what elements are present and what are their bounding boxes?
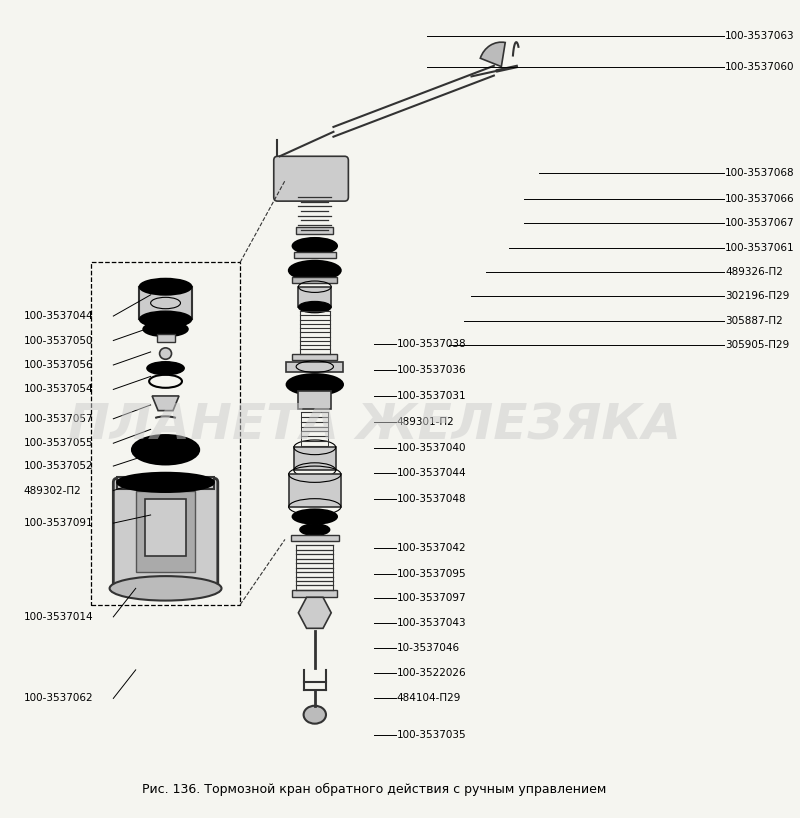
Text: 100-3537055: 100-3537055 (24, 438, 94, 448)
Bar (117, 477, 214, 489)
Bar (289, 474, 341, 507)
Text: 302196-П29: 302196-П29 (726, 291, 790, 302)
Bar (298, 391, 331, 409)
FancyBboxPatch shape (114, 479, 218, 592)
Text: 100-3537052: 100-3537052 (24, 461, 94, 471)
Text: ПЛАНЕТА ЖЕЛЕЗЯКА: ПЛАНЕТА ЖЕЛЕЗЯКА (68, 402, 681, 449)
Text: 100-3537050: 100-3537050 (24, 335, 94, 345)
Bar (136, 491, 195, 572)
Bar (298, 287, 331, 307)
Text: 100-3537035: 100-3537035 (397, 730, 466, 740)
Text: 100-3537031: 100-3537031 (397, 391, 466, 401)
Text: 100-3537036: 100-3537036 (397, 365, 466, 375)
Ellipse shape (300, 524, 330, 535)
Bar (145, 499, 186, 555)
Text: 100-3537057: 100-3537057 (24, 414, 94, 424)
Text: 100-3537062: 100-3537062 (24, 694, 94, 703)
FancyBboxPatch shape (274, 156, 348, 201)
Text: 100-3537014: 100-3537014 (24, 612, 94, 622)
Text: 100-3537068: 100-3537068 (726, 168, 795, 178)
Ellipse shape (303, 706, 326, 724)
Ellipse shape (298, 301, 331, 312)
Bar (293, 353, 337, 360)
Text: 100-3537043: 100-3537043 (397, 618, 466, 627)
Polygon shape (152, 396, 179, 411)
Text: 100-3537097: 100-3537097 (397, 593, 466, 603)
Ellipse shape (117, 473, 214, 492)
Text: 100-3537056: 100-3537056 (24, 360, 94, 370)
Ellipse shape (139, 279, 192, 294)
Text: 100-3537095: 100-3537095 (397, 569, 466, 578)
Ellipse shape (139, 311, 192, 327)
Text: 100-3537061: 100-3537061 (726, 243, 795, 253)
Ellipse shape (293, 510, 337, 524)
Bar (91, 263, 240, 605)
Text: 100-3537060: 100-3537060 (726, 61, 794, 72)
Bar (294, 253, 336, 258)
Text: 100-3537042: 100-3537042 (397, 542, 466, 553)
Bar (296, 227, 334, 234)
Ellipse shape (286, 374, 343, 395)
Text: 100-3537044: 100-3537044 (397, 468, 466, 478)
Ellipse shape (132, 435, 199, 465)
Text: 484104-П29: 484104-П29 (397, 693, 462, 703)
Bar (157, 334, 174, 342)
Text: 100-3537044: 100-3537044 (24, 311, 94, 321)
Bar (293, 590, 337, 596)
Text: 100-3537066: 100-3537066 (726, 194, 795, 204)
Text: 10-3537046: 10-3537046 (397, 643, 460, 653)
Text: 100-3537054: 100-3537054 (24, 384, 94, 394)
Ellipse shape (143, 321, 188, 336)
Bar (139, 287, 192, 319)
Text: 100-3537038: 100-3537038 (397, 339, 466, 348)
Ellipse shape (159, 348, 171, 359)
Bar (286, 362, 343, 372)
Bar (294, 447, 336, 470)
Text: 100-3537091: 100-3537091 (24, 518, 94, 528)
Text: 100-3537063: 100-3537063 (726, 30, 795, 41)
Text: 489301-П2: 489301-П2 (397, 417, 454, 427)
Ellipse shape (110, 576, 222, 600)
Bar (293, 277, 337, 283)
Text: 489326-П2: 489326-П2 (726, 267, 783, 277)
Text: 305905-П29: 305905-П29 (726, 340, 790, 350)
Text: 100-3522026: 100-3522026 (397, 668, 466, 678)
Ellipse shape (293, 238, 337, 254)
Ellipse shape (289, 261, 341, 281)
Bar (291, 534, 338, 541)
Text: 489302-П2: 489302-П2 (24, 486, 82, 496)
Text: 100-3537040: 100-3537040 (397, 443, 466, 453)
Text: 100-3537048: 100-3537048 (397, 494, 466, 504)
Wedge shape (480, 43, 506, 66)
Text: 305887-П2: 305887-П2 (726, 316, 783, 326)
Ellipse shape (147, 362, 184, 375)
Text: Рис. 136. Тормозной кран обратного действия с ручным управлением: Рис. 136. Тормозной кран обратного дейст… (142, 783, 606, 796)
Text: 100-3537067: 100-3537067 (726, 218, 795, 228)
